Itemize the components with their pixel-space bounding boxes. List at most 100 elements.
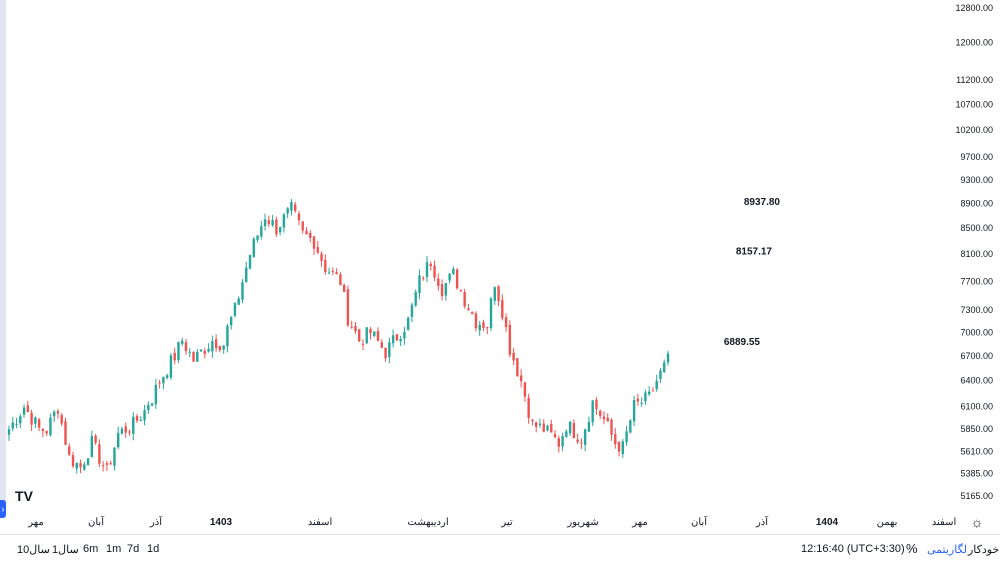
candle — [553, 430, 557, 439]
candle-body — [523, 382, 527, 397]
candle — [15, 417, 18, 429]
candle-body — [181, 340, 184, 344]
candle — [297, 210, 301, 226]
candle — [437, 273, 440, 291]
chevron-right-icon[interactable]: › — [0, 500, 6, 518]
candle — [651, 387, 655, 392]
candle-body — [580, 442, 583, 444]
candle — [365, 327, 368, 344]
candle-body — [422, 278, 425, 280]
candle-body — [636, 398, 640, 402]
candle-body — [218, 346, 222, 351]
candle-body — [101, 465, 105, 467]
candle — [192, 351, 195, 362]
candle — [271, 215, 274, 228]
gear-icon[interactable]: ☼ — [970, 514, 984, 530]
price-axis[interactable]: 12800.00 12000.00 11200.00 10700.00 10200.00… — [955, 3, 993, 501]
candle-body — [470, 312, 474, 314]
x-tick-label: آذر — [149, 515, 163, 528]
candle-body — [241, 282, 244, 300]
candle — [214, 334, 218, 352]
candle-body — [117, 432, 120, 448]
clock-timezone[interactable]: 12:16:40 (UTC+3:30) — [801, 543, 905, 555]
candle — [94, 433, 97, 445]
price-annotation: 8157.17 — [736, 246, 773, 257]
range-7d-button[interactable]: 7d — [127, 543, 140, 555]
candle — [316, 241, 319, 255]
candle-body — [45, 430, 48, 434]
candle-body — [147, 404, 150, 411]
candle-body — [120, 428, 124, 434]
candle-body — [203, 350, 207, 355]
candle-body — [15, 424, 18, 426]
range-1d-button[interactable]: 1d — [147, 543, 160, 555]
candle-body — [256, 235, 259, 240]
candle — [90, 430, 94, 458]
range-1m-button[interactable]: 1m — [106, 543, 122, 555]
candle — [501, 294, 504, 321]
candle — [591, 399, 594, 427]
candle — [312, 235, 316, 255]
candle-body — [52, 411, 56, 417]
candle — [278, 226, 282, 236]
candle — [361, 339, 365, 350]
candle-body — [11, 422, 14, 429]
candle — [199, 349, 203, 352]
y-tick-label: 10200.00 — [955, 125, 993, 135]
candle-body — [233, 302, 237, 316]
candle-body — [68, 446, 71, 455]
candle — [459, 289, 463, 292]
candle — [467, 304, 470, 312]
range-6m-button[interactable]: 6m — [83, 543, 99, 555]
candle-body — [350, 326, 353, 328]
candle-body — [158, 382, 161, 384]
candle — [233, 302, 237, 318]
x-tick-label: آذر — [755, 515, 769, 528]
candle-body — [199, 349, 203, 352]
candle — [342, 283, 346, 293]
x-tick-label: اسفند — [932, 517, 956, 528]
candle — [440, 279, 444, 301]
candle — [538, 418, 542, 429]
candle — [640, 397, 643, 407]
candle — [512, 348, 515, 366]
candlestick-chart[interactable]: 12800.00 12000.00 11200.00 10700.00 10200.00… — [0, 0, 1000, 534]
log-scale-toggle[interactable]: لگاریتمی — [927, 544, 967, 556]
candle — [523, 381, 527, 402]
candle — [474, 311, 478, 332]
candle-body — [260, 226, 263, 237]
y-tick-label: 8500.00 — [960, 223, 993, 233]
candle-body — [309, 232, 312, 238]
candle-body — [531, 420, 534, 422]
candle-body — [305, 230, 308, 235]
range-10y-button[interactable]: 10سال — [17, 544, 50, 556]
candle — [248, 254, 252, 270]
x-tick-label: اسفند — [308, 517, 332, 528]
candle-body — [267, 220, 271, 225]
candle-body — [617, 441, 621, 452]
price-annotation: 6889.55 — [724, 337, 761, 348]
candle-body — [640, 402, 643, 404]
candle-body — [486, 327, 489, 329]
time-axis[interactable]: مهر آبان آذر 1403 اسفند اردیبهشت تیر شهریور مهر آ… — [27, 515, 956, 528]
candle-body — [463, 292, 466, 307]
tradingview-logo[interactable]: TV — [15, 488, 33, 504]
candle-body — [83, 464, 86, 470]
candle — [410, 302, 414, 323]
candle-body — [565, 431, 568, 437]
auto-scale-toggle[interactable]: خودکار — [968, 544, 1000, 556]
chart-area[interactable]: 12800.00 12000.00 11200.00 10700.00 10200.00… — [0, 0, 1000, 528]
candle-body — [546, 425, 549, 431]
candle-body — [655, 380, 658, 390]
candle — [196, 349, 199, 362]
candle-body — [440, 284, 444, 297]
candle — [150, 402, 154, 407]
bottom-toolbar: 1d 7d 1m 6m 1سال 10سال 12:16:40 (UTC+3:3… — [0, 534, 1000, 563]
percent-toggle[interactable]: % — [906, 541, 918, 556]
candle-body — [448, 273, 451, 281]
range-1y-button[interactable]: 1سال — [52, 544, 79, 556]
candle — [486, 326, 489, 335]
candle-body — [211, 341, 214, 352]
candle-body — [346, 289, 350, 326]
candle-body — [226, 325, 229, 347]
